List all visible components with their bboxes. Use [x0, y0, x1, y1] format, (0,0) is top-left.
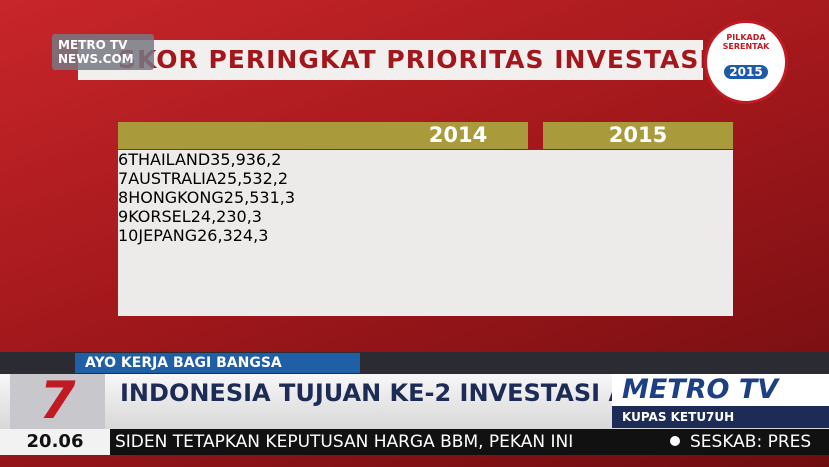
value: 25,5 [216, 169, 253, 188]
time: 20.06 [0, 429, 110, 455]
table-body: 6THAILAND35,936,2 7AUSTRALIA25,532,2 8HONG… [118, 150, 733, 316]
channel-logo: METRO TV [612, 374, 829, 406]
column-header: 2015 [543, 122, 733, 149]
rank: 8 [118, 188, 129, 207]
badge: PILKADA SERENTAK 2015 [704, 20, 788, 104]
badge-year: 2015 [724, 65, 768, 79]
value: 24,3 [232, 226, 269, 245]
value: 35,9 [210, 150, 246, 169]
rank: 7 [118, 169, 129, 188]
logo: METRO TV NEWS.COM [52, 34, 154, 70]
ticker-text: SESKAB: PRES [690, 432, 812, 452]
value: 26,3 [197, 226, 233, 245]
rank: 6 [118, 150, 129, 169]
table-row: 10JEPANG26,324,3 [118, 226, 733, 245]
ticker-dot [670, 436, 680, 446]
value: 31,3 [259, 188, 296, 207]
country: AUSTRALIA [128, 169, 217, 188]
table-row: 8HONGKONG25,531,3 [118, 188, 733, 207]
ticker-bar [0, 429, 829, 455]
rank: 9 [118, 207, 129, 226]
rank: 10 [118, 226, 139, 245]
ticker-text: SIDEN TETAPKAN KEPUTUSAN HARGA BBM, PEKA… [115, 432, 574, 452]
country: THAILAND [128, 150, 211, 169]
country: KORSEL [128, 207, 191, 226]
column-label: 2014 [428, 123, 488, 147]
value: 30,3 [226, 207, 262, 226]
value: 36,2 [245, 150, 282, 169]
program: KUPAS KETU7UH [612, 406, 829, 428]
table-row: 9KORSEL24,230,3 [118, 207, 733, 226]
country: JEPANG [138, 226, 198, 245]
column-header: 2014 [118, 122, 528, 149]
tag: AYO KERJA BAGI BANGSA [75, 353, 360, 373]
title: SKOR PERINGKAT PRIORITAS INVESTASI [78, 40, 703, 80]
table-header: 2014 2015 [118, 122, 733, 149]
value: 32,2 [252, 169, 289, 188]
value: 25,5 [223, 188, 260, 207]
country: HONGKONG [128, 188, 224, 207]
channel-badge: 7 [10, 374, 105, 429]
table-row: 7AUSTRALIA25,532,2 [118, 169, 733, 188]
value: 24,2 [190, 207, 227, 226]
headline: INDONESIA TUJUAN KE-2 INVESTASI ASIA [120, 379, 672, 407]
table-row: 6THAILAND35,936,2 [118, 150, 733, 169]
badge-text: PILKADA SERENTAK [722, 33, 770, 51]
